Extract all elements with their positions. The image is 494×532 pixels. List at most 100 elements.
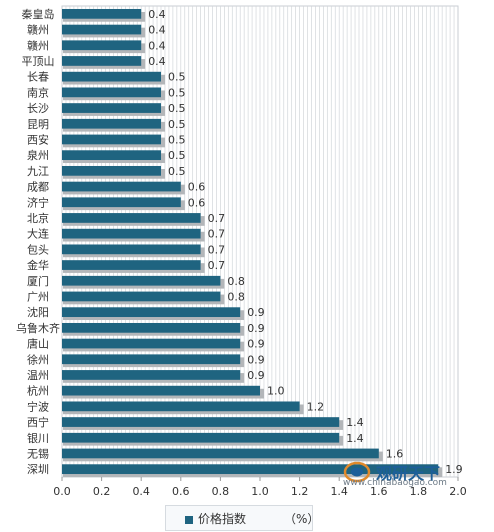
data-label: 0.6 (188, 181, 206, 194)
category-label: 杭州 (27, 384, 49, 398)
bar (62, 307, 241, 318)
x-tick-label: 0.8 (212, 485, 230, 498)
category-label: 无锡 (27, 446, 49, 460)
data-label: 0.5 (168, 165, 186, 178)
logo-icon (343, 461, 371, 483)
data-label: 0.8 (227, 275, 245, 288)
data-label: 0.9 (247, 338, 265, 351)
bar (62, 213, 201, 223)
data-label: 0.7 (208, 212, 226, 225)
category-label: 西安 (27, 132, 49, 146)
data-label: 0.4 (148, 39, 166, 52)
watermark-logo: 观研天下 www.chinabaogao.com (343, 460, 493, 490)
category-label: 西宁 (27, 415, 49, 429)
data-label: 0.4 (148, 24, 166, 37)
bar (62, 103, 161, 113)
bar (62, 8, 142, 19)
category-label: 徐州 (27, 352, 49, 366)
category-label: 九江 (27, 165, 49, 178)
data-label: 0.9 (247, 369, 265, 382)
data-label: 0.5 (168, 133, 186, 146)
x-tick-label: 1.8 (410, 485, 428, 498)
data-label: 0.7 (208, 243, 226, 256)
category-label: 南京 (27, 85, 49, 99)
category-label: 厦门 (27, 274, 49, 288)
bar (62, 275, 221, 286)
category-label: 赣州 (27, 38, 49, 52)
category-label: 秦皇岛 (22, 7, 55, 21)
category-label: 温州 (27, 369, 49, 382)
category-label: 宁波 (27, 399, 49, 413)
legend-swatch (185, 516, 193, 524)
data-label: 1.4 (346, 416, 364, 429)
data-label: 0.7 (208, 228, 226, 241)
category-label: 金华 (27, 258, 49, 272)
data-label: 1.6 (386, 447, 404, 460)
x-tick-label: 2.0 (449, 485, 467, 498)
category-label: 济宁 (27, 195, 49, 209)
bar (62, 417, 340, 427)
x-tick-label: 0.0 (53, 485, 71, 498)
x-tick-label: 0.4 (132, 485, 150, 498)
x-tick-label: 0.6 (172, 485, 190, 498)
bar (62, 150, 161, 161)
bar (62, 244, 201, 255)
x-tick-label: 1.4 (330, 485, 348, 498)
data-label: 0.5 (168, 149, 186, 162)
bar (62, 87, 161, 98)
bar (62, 40, 142, 51)
x-tick-label: 1.6 (370, 485, 388, 498)
bar (62, 385, 260, 396)
data-label: 1.9 (445, 463, 463, 476)
bar (62, 228, 201, 239)
data-label: 1.2 (307, 400, 325, 413)
data-label: 0.4 (148, 55, 166, 68)
category-label: 乌鲁木齐 (16, 321, 60, 335)
category-label: 成都 (27, 181, 49, 194)
bar (62, 291, 221, 302)
category-label: 泉州 (27, 148, 49, 162)
bar (62, 322, 241, 333)
category-label: 长沙 (27, 102, 49, 115)
bar (62, 56, 142, 66)
bar (62, 134, 161, 145)
data-label: 0.5 (168, 71, 186, 84)
category-label: 唐山 (27, 337, 49, 351)
data-label: 1.4 (346, 432, 364, 445)
watermark-url: www.chinabaogao.com (343, 478, 447, 488)
legend-label: 价格指数 (198, 512, 247, 526)
data-label: 0.5 (168, 86, 186, 99)
bar (62, 354, 241, 365)
bar (62, 71, 161, 82)
bar (62, 448, 379, 459)
category-label: 包头 (27, 243, 49, 256)
data-label: 0.5 (168, 102, 186, 115)
x-tick-label: 0.2 (93, 485, 111, 498)
data-label: 0.4 (148, 8, 166, 21)
legend-unit: （%） (284, 512, 320, 526)
data-label: 0.9 (247, 353, 265, 366)
bar (62, 197, 181, 208)
category-label: 北京 (27, 211, 49, 225)
category-label: 沈阳 (27, 305, 49, 319)
x-tick-label: 1.0 (251, 485, 269, 498)
category-label: 昆明 (27, 118, 49, 131)
bar (62, 432, 340, 443)
category-label: 大连 (27, 227, 49, 241)
category-label: 平顶山 (22, 55, 55, 68)
data-label: 0.5 (168, 118, 186, 131)
data-label: 0.8 (227, 290, 245, 303)
data-label: 1.0 (267, 385, 285, 398)
bar (62, 165, 161, 176)
data-label: 0.9 (247, 306, 265, 319)
bar (62, 401, 300, 412)
data-label: 0.6 (188, 196, 206, 209)
watermark-title: 观研天下 (376, 464, 441, 483)
data-label: 0.7 (208, 259, 226, 272)
category-label: 银川 (27, 431, 49, 445)
bar (62, 181, 181, 192)
x-tick-label: 1.2 (291, 485, 309, 498)
category-label: 深圳 (27, 463, 49, 476)
category-label: 长春 (27, 71, 49, 84)
